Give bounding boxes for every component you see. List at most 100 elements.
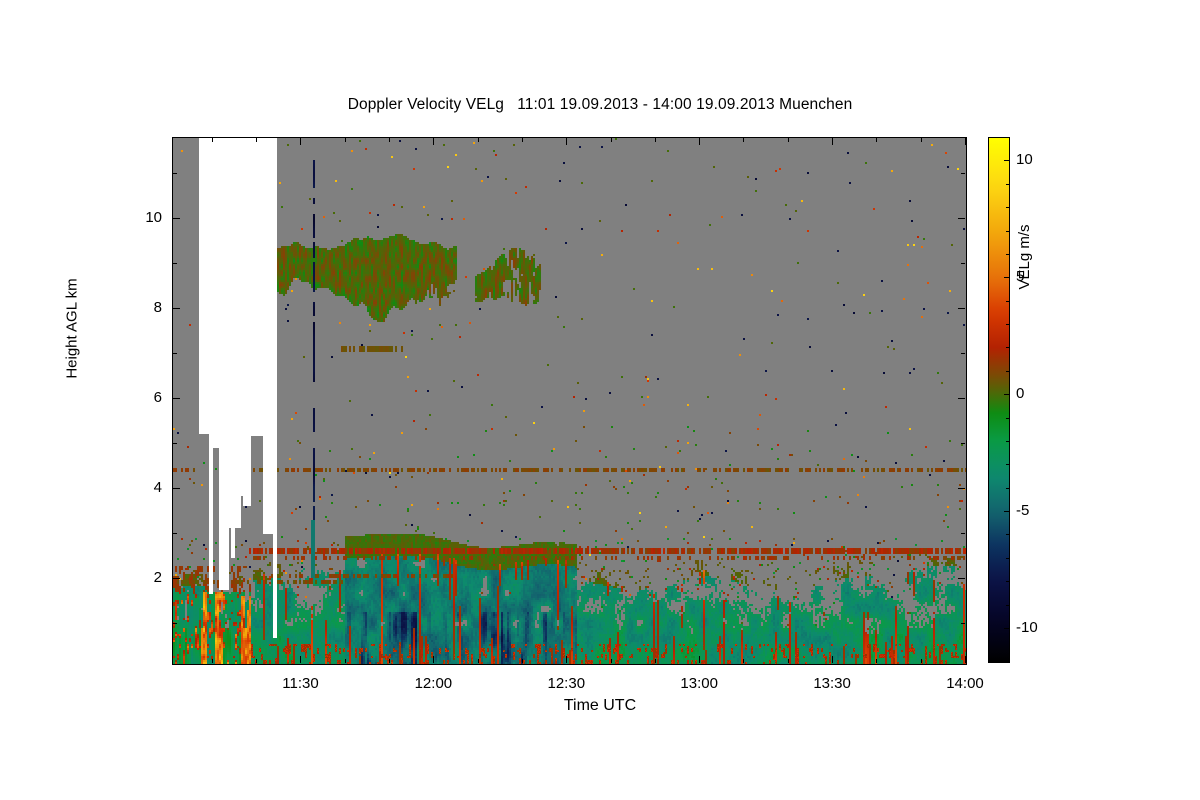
x-tick-minor	[610, 659, 612, 663]
plot-area[interactable]	[172, 137, 967, 665]
y-tick-major	[958, 217, 965, 219]
x-tick-major	[300, 138, 302, 145]
y-tick-minor	[961, 532, 965, 534]
y-tick-label: 10	[145, 208, 162, 226]
y-tick-minor	[173, 172, 177, 174]
colorbar-gradient	[988, 137, 1010, 663]
x-tick-major	[433, 138, 435, 145]
x-tick-major	[832, 656, 834, 663]
colorbar-tick-minor	[1006, 183, 1010, 185]
y-tick-label: 2	[153, 568, 162, 586]
y-tick-major	[958, 487, 965, 489]
x-tick-major	[832, 138, 834, 145]
y-tick-label: 4	[153, 478, 162, 496]
x-tick-label: 11:30	[282, 675, 319, 692]
y-tick-minor	[173, 262, 177, 264]
x-tick-minor	[920, 138, 922, 142]
y-tick-minor	[173, 352, 177, 354]
x-tick-minor	[211, 138, 213, 142]
colorbar-tick-label: 10	[1016, 151, 1033, 169]
x-tick-minor	[920, 659, 922, 663]
y-tick-minor	[961, 442, 965, 444]
colorbar-tick-major	[1004, 627, 1009, 629]
colorbar-title: VELg m/s	[1016, 224, 1033, 290]
y-tick-major	[958, 307, 965, 309]
colorbar-tick-major	[1004, 511, 1009, 513]
colorbar-tick-minor	[1006, 207, 1010, 209]
y-tick-major	[958, 577, 965, 579]
y-tick-minor	[173, 532, 177, 534]
colorbar-tick-minor	[1006, 557, 1010, 559]
x-tick-minor	[654, 138, 656, 142]
x-tick-label: 14:00	[946, 675, 984, 692]
colorbar-tick-minor	[1006, 300, 1010, 302]
y-tick-label: 6	[153, 388, 162, 406]
x-tick-major	[566, 656, 568, 663]
x-tick-label: 13:30	[813, 675, 851, 692]
colorbar-tick-minor	[1006, 230, 1010, 232]
colorbar-tick-minor	[1006, 464, 1010, 466]
x-tick-minor	[654, 659, 656, 663]
x-tick-minor	[477, 659, 479, 663]
x-tick-minor	[211, 659, 213, 663]
x-tick-minor	[521, 138, 523, 142]
colorbar-tick-label: 5	[1016, 268, 1025, 286]
y-axis-title: Height AGL km	[63, 278, 81, 379]
y-tick-minor	[961, 172, 965, 174]
x-tick-minor	[389, 138, 391, 142]
colorbar-tick-major	[1004, 394, 1009, 396]
colorbar-tick-minor	[1006, 604, 1010, 606]
x-tick-label: 12:30	[547, 675, 586, 692]
x-tick-minor	[876, 659, 878, 663]
y-tick-major	[958, 397, 965, 399]
colorbar-tick-major	[1004, 160, 1009, 162]
y-tick-minor	[961, 262, 965, 264]
colorbar-tick-label: 0	[1016, 385, 1025, 403]
y-tick-major	[173, 577, 180, 579]
y-tick-major	[173, 217, 180, 219]
x-tick-major	[699, 138, 701, 145]
x-tick-major	[300, 656, 302, 663]
colorbar-tick-label: -5	[1016, 502, 1030, 520]
y-tick-minor	[173, 442, 177, 444]
doppler-velocity-heatmap[interactable]	[173, 138, 966, 664]
x-tick-major	[965, 656, 966, 663]
colorbar-tick-major	[1004, 277, 1009, 279]
y-tick-label: 8	[153, 298, 162, 316]
x-tick-minor	[876, 138, 878, 142]
colorbar[interactable]	[988, 137, 1010, 663]
x-tick-minor	[743, 659, 745, 663]
colorbar-tick-minor	[1006, 347, 1010, 349]
x-tick-major	[433, 656, 435, 663]
x-tick-minor	[743, 138, 745, 142]
x-tick-major	[965, 138, 966, 145]
y-tick-major	[173, 307, 180, 309]
x-tick-major	[566, 138, 568, 145]
x-tick-minor	[610, 138, 612, 142]
x-tick-minor	[389, 659, 391, 663]
colorbar-tick-minor	[1006, 487, 1010, 489]
x-tick-minor	[256, 659, 258, 663]
x-tick-minor	[344, 138, 346, 142]
x-tick-major	[699, 656, 701, 663]
x-tick-minor	[787, 138, 789, 142]
x-axis-title: Time UTC	[563, 697, 637, 714]
colorbar-tick-minor	[1006, 253, 1010, 255]
colorbar-tick-label: -10	[1016, 618, 1038, 636]
x-tick-label: 13:00	[680, 675, 718, 692]
y-tick-major	[173, 487, 180, 489]
colorbar-tick-minor	[1006, 417, 1010, 419]
x-tick-minor	[521, 659, 523, 663]
colorbar-tick-minor	[1006, 324, 1010, 326]
x-tick-minor	[344, 659, 346, 663]
x-tick-minor	[477, 138, 479, 142]
y-tick-minor	[961, 622, 965, 624]
colorbar-tick-minor	[1006, 534, 1010, 536]
y-tick-minor	[173, 622, 177, 624]
x-tick-minor	[256, 138, 258, 142]
y-tick-major	[173, 397, 180, 399]
y-tick-minor	[961, 352, 965, 354]
colorbar-tick-minor	[1006, 581, 1010, 583]
colorbar-tick-minor	[1006, 440, 1010, 442]
